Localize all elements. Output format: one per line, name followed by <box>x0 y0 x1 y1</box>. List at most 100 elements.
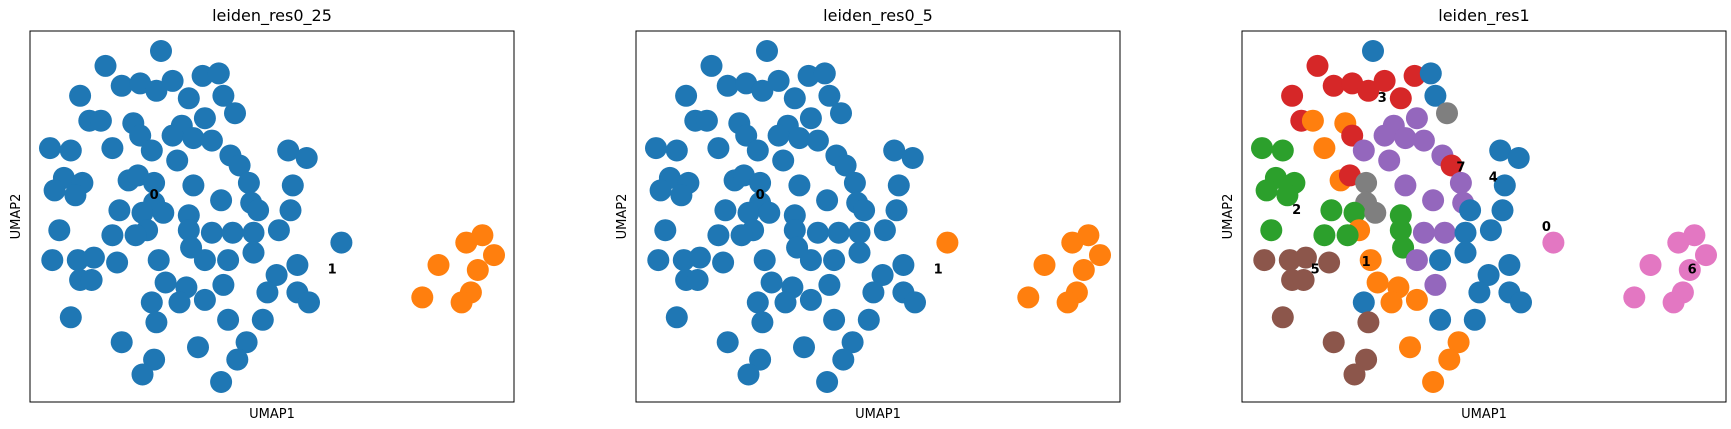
point-cluster-0 <box>161 69 184 92</box>
point-cluster-0 <box>873 219 896 242</box>
panel-3-frame <box>1241 30 1727 403</box>
point-cluster-4 <box>1352 139 1375 162</box>
point-cluster-0 <box>904 291 926 314</box>
point-cluster-1 <box>936 231 959 254</box>
point-cluster-0 <box>675 84 698 107</box>
point-cluster-0 <box>152 201 175 224</box>
point-cluster-0 <box>901 147 924 169</box>
panel-1-xlabel: UMAP1 <box>249 407 295 422</box>
point-cluster-0 <box>256 281 279 304</box>
point-cluster-3 <box>1373 69 1396 92</box>
point-cluster-5 <box>1357 311 1380 334</box>
point-cluster-0 <box>1479 219 1502 242</box>
point-cluster-0 <box>1362 40 1384 62</box>
point-cluster-0 <box>783 87 806 110</box>
point-cluster-0 <box>89 109 112 132</box>
point-cluster-0 <box>330 231 353 254</box>
point-cluster-0 <box>887 174 910 197</box>
point-cluster-2 <box>1276 184 1299 207</box>
panel-1-frame <box>29 30 515 403</box>
point-cluster-1 <box>1399 336 1421 359</box>
point-cluster-0 <box>892 254 915 276</box>
point-cluster-3 <box>1281 84 1304 107</box>
point-cluster-0 <box>281 174 304 197</box>
panel-3-ylabel: UMAP2 <box>1221 194 1236 240</box>
cluster-label-1: 1 <box>328 263 337 278</box>
panel-1-points <box>39 40 505 393</box>
point-cluster-0 <box>647 249 670 272</box>
panel-3-points <box>1251 40 1717 393</box>
point-cluster-0 <box>1424 84 1447 107</box>
point-cluster-1 <box>1301 109 1324 132</box>
point-cluster-0 <box>237 171 260 194</box>
point-cluster-0 <box>688 246 711 269</box>
point-cluster-0 <box>295 147 318 169</box>
point-cluster-0 <box>853 199 876 222</box>
point-cluster-4 <box>1373 124 1396 147</box>
point-cluster-0 <box>871 264 894 286</box>
point-cluster-0 <box>226 348 249 371</box>
point-cluster-2 <box>1343 201 1366 224</box>
point-cluster-0 <box>182 174 205 197</box>
point-cluster-0 <box>793 336 815 359</box>
point-cluster-0 <box>1468 281 1491 304</box>
panel-2: leiden_res0_5 01 UMAP1 UMAP2 <box>615 6 1121 422</box>
point-cluster-4 <box>1424 273 1447 296</box>
point-cluster-0 <box>228 154 251 177</box>
point-cluster-0 <box>772 149 795 172</box>
point-cluster-1 <box>411 286 434 309</box>
point-cluster-6 <box>1683 224 1706 247</box>
point-cluster-0 <box>735 124 758 147</box>
point-cluster-0 <box>686 269 709 291</box>
point-cluster-1 <box>1072 259 1095 281</box>
cluster-label-7: 7 <box>1456 161 1465 176</box>
point-cluster-0 <box>806 221 829 244</box>
point-cluster-0 <box>41 249 64 272</box>
point-cluster-0 <box>187 336 209 359</box>
panel-2-ylabel: UMAP2 <box>615 194 630 240</box>
point-cluster-6 <box>1639 254 1662 276</box>
point-cluster-7 <box>1364 201 1387 224</box>
point-cluster-0 <box>813 62 836 85</box>
point-cluster-0 <box>1429 249 1452 272</box>
point-cluster-1 <box>483 244 505 267</box>
point-cluster-0 <box>714 199 737 222</box>
point-cluster-0 <box>212 273 235 296</box>
point-cluster-0 <box>799 107 822 130</box>
point-cluster-4 <box>1422 189 1445 212</box>
point-cluster-0 <box>645 137 667 160</box>
point-cluster-0 <box>665 139 688 162</box>
point-cluster-0 <box>161 124 184 147</box>
point-cluster-0 <box>217 249 240 272</box>
point-cluster-0 <box>760 271 783 294</box>
point-cluster-0 <box>1510 291 1532 314</box>
point-cluster-0 <box>1491 199 1514 222</box>
point-cluster-0 <box>707 224 730 247</box>
point-cluster-0 <box>746 291 769 314</box>
point-cluster-0 <box>1454 221 1477 244</box>
point-cluster-0 <box>193 288 216 311</box>
panel-3-title: leiden_res1 <box>1438 6 1529 26</box>
point-cluster-1 <box>1380 291 1403 314</box>
point-cluster-4 <box>1394 174 1417 197</box>
point-cluster-0 <box>806 129 829 152</box>
point-cluster-0 <box>767 69 790 92</box>
panel-3-xlabel: UMAP1 <box>1461 407 1507 422</box>
point-cluster-2 <box>1255 179 1278 202</box>
point-cluster-0 <box>177 219 200 242</box>
point-cluster-0 <box>823 308 846 331</box>
point-cluster-0 <box>242 241 265 264</box>
point-cluster-0 <box>756 40 778 62</box>
point-cluster-0 <box>816 371 839 393</box>
point-cluster-0 <box>59 139 82 162</box>
point-cluster-0 <box>277 139 300 162</box>
point-cluster-3 <box>1403 64 1426 87</box>
point-cluster-0 <box>145 311 168 334</box>
cluster-label-1: 1 <box>1362 255 1371 270</box>
point-cluster-4 <box>1405 249 1428 272</box>
point-cluster-7 <box>1355 171 1378 194</box>
cluster-label-4: 4 <box>1489 170 1498 185</box>
point-cluster-0 <box>43 179 66 202</box>
point-cluster-0 <box>147 249 170 272</box>
